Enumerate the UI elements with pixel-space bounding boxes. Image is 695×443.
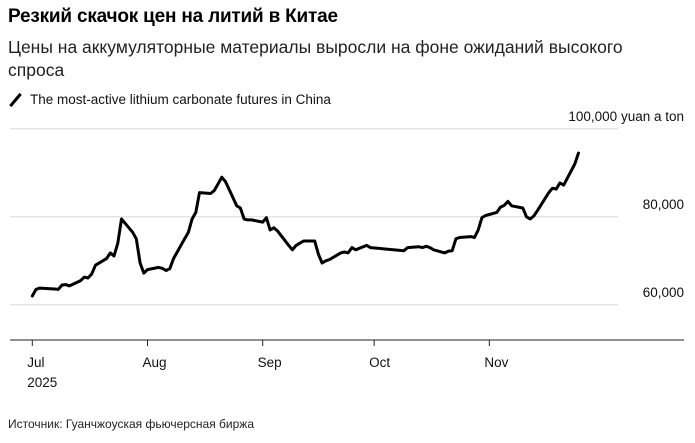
x-tick-label: Nov — [484, 355, 508, 370]
x-tick-label: Oct — [369, 355, 390, 370]
legend-label: The most-active lithium carbonate future… — [30, 92, 331, 107]
y-axis: 60,000 80,000 100,000 yuan a ton — [568, 109, 684, 300]
series-line — [30, 151, 580, 298]
x-tick-label: Jul — [27, 355, 44, 370]
series-group — [30, 151, 580, 298]
legend: The most-active lithium carbonate future… — [8, 92, 331, 107]
source-note: Источник: Гуанчжоуская фьючерсная биржа — [8, 417, 255, 431]
x-axis: Jul 2025 Aug Sep Oct Nov — [10, 339, 684, 390]
x-tick-sublabel: 2025 — [27, 375, 57, 390]
y-tick-label: 80,000 — [643, 197, 684, 212]
y-tick-label: 100,000 yuan a ton — [568, 109, 684, 124]
x-tick-label: Sep — [258, 355, 282, 370]
chart-title: Резкий скачок цен на литий в Китае — [8, 6, 338, 27]
chart-subtitle: Цены на аккумуляторные материалы выросли… — [8, 37, 623, 80]
x-tick-label: Aug — [142, 355, 166, 370]
y-tick-label: 60,000 — [643, 285, 684, 300]
gridlines — [10, 128, 618, 306]
